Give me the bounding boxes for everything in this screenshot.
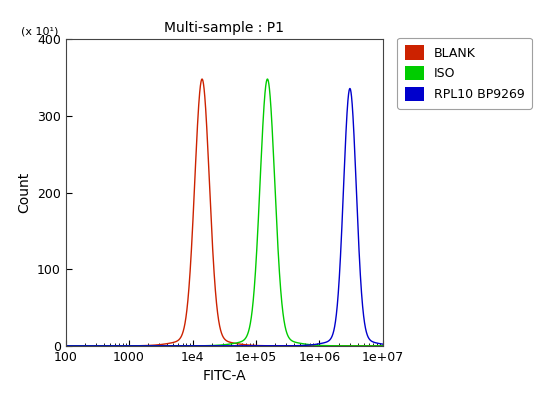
ISO xyxy=(264,77,271,81)
BLANK xyxy=(169,340,176,345)
RPL10 BP9269 xyxy=(347,86,353,91)
ISO xyxy=(248,318,254,323)
BLANK xyxy=(31,343,37,348)
RPL10 BP9269 xyxy=(31,343,37,348)
RPL10 BP9269 xyxy=(169,343,176,348)
RPL10 BP9269 xyxy=(96,343,103,348)
BLANK xyxy=(96,343,103,348)
RPL10 BP9269 xyxy=(248,343,254,348)
ISO xyxy=(31,343,37,348)
RPL10 BP9269 xyxy=(300,343,307,348)
BLANK xyxy=(328,343,335,348)
Line: ISO: ISO xyxy=(34,79,395,346)
BLANK xyxy=(300,343,307,348)
ISO xyxy=(96,343,103,348)
ISO xyxy=(328,343,335,348)
ISO xyxy=(300,342,307,346)
X-axis label: FITC-A: FITC-A xyxy=(202,369,246,383)
Line: BLANK: BLANK xyxy=(34,79,395,346)
BLANK xyxy=(199,77,205,81)
ISO xyxy=(169,343,176,348)
Y-axis label: Count: Count xyxy=(18,172,31,213)
Title: Multi-sample : P1: Multi-sample : P1 xyxy=(164,21,284,35)
BLANK xyxy=(392,343,399,348)
RPL10 BP9269 xyxy=(392,343,399,348)
BLANK xyxy=(266,343,272,348)
Legend: BLANK, ISO, RPL10 BP9269: BLANK, ISO, RPL10 BP9269 xyxy=(397,38,532,108)
RPL10 BP9269 xyxy=(328,336,335,340)
ISO xyxy=(392,343,399,348)
ISO xyxy=(266,84,272,89)
Line: RPL10 BP9269: RPL10 BP9269 xyxy=(34,88,395,346)
RPL10 BP9269 xyxy=(266,343,272,348)
BLANK xyxy=(248,343,254,347)
Text: (x 10¹): (x 10¹) xyxy=(21,26,59,36)
